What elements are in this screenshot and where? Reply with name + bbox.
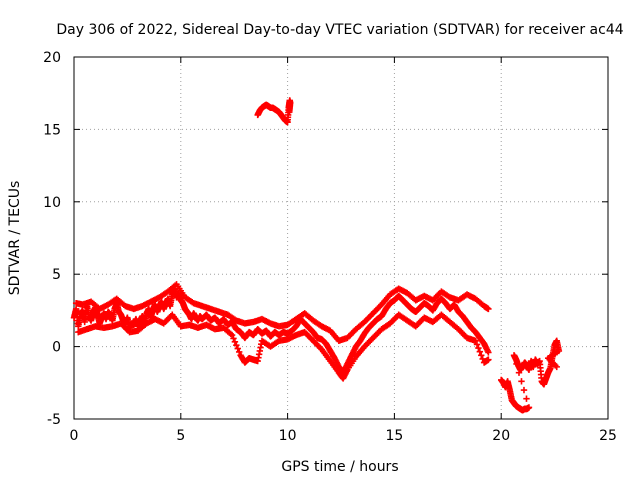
x-tick-label: 15 [385,428,403,444]
axis-ticks: 0 5 10 15 20 25 -5 0 5 10 15 20 [43,50,617,444]
data-point [476,348,484,355]
y-tick-label: 10 [43,195,61,211]
data-point [520,386,528,394]
data-point [234,345,241,352]
x-tick-label: 20 [492,428,510,444]
data-point [485,356,492,363]
data-point [478,352,485,359]
x-axis-title: GPS time / hours [281,459,398,475]
data-point [235,348,243,356]
plot-frame [73,56,609,420]
series-upper-band [72,281,492,345]
y-tick-label: 20 [43,50,61,66]
data-point [472,337,479,345]
data-point [286,108,293,116]
data-points [70,97,563,414]
x-tick-label: 25 [599,428,617,444]
x-tick-label: 10 [279,428,297,444]
data-point [518,378,525,385]
x-tick-label: 0 [70,428,79,444]
data-point [228,331,236,339]
chart-title: Day 306 of 2022, Sidereal Day-to-day VTE… [56,22,623,38]
data-point [230,335,237,342]
data-point [475,344,482,352]
data-point [553,363,560,371]
data-point [525,404,533,411]
series-late-segment [498,337,563,414]
series-main-band [70,285,492,376]
data-point [473,341,481,348]
data-point [523,395,530,402]
data-point [485,349,492,356]
y-tick-label: 5 [52,267,61,283]
y-axis-title: SDTVAR / TECUs [7,181,23,296]
y-tick-label: 0 [52,340,61,356]
series-lower-band [75,311,492,382]
y-tick-label: 15 [43,122,61,138]
data-point [485,305,492,313]
x-tick-label: 5 [176,428,185,444]
y-tick-label: -5 [47,412,61,428]
data-point [233,341,240,349]
data-point [231,338,239,345]
series-high-arc [254,97,294,126]
